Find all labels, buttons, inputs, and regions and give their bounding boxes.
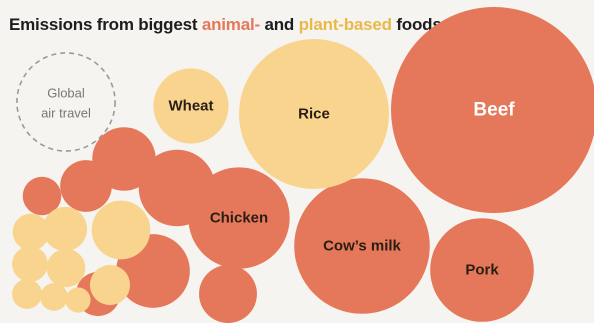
bubble-circle bbox=[294, 178, 430, 314]
bubble-unlabeled bbox=[138, 149, 216, 227]
bubble-circle bbox=[430, 218, 534, 322]
title-animal-highlight: animal- bbox=[201, 15, 260, 34]
bubble-label: Pork bbox=[465, 262, 499, 279]
title-prefix: Emissions from biggest bbox=[9, 15, 202, 34]
bubble-label: Wheat bbox=[169, 98, 214, 115]
bubble-circle bbox=[46, 248, 86, 288]
title-plant-highlight: plant-based bbox=[298, 15, 392, 34]
bubble-circle bbox=[12, 246, 48, 282]
bubble-circle bbox=[239, 39, 389, 189]
bubble-wheat: Wheat bbox=[153, 68, 229, 144]
bubble-pork: Pork bbox=[430, 218, 534, 322]
bubble-circle bbox=[89, 264, 131, 306]
bubble-circle bbox=[12, 279, 42, 309]
bubble-circle bbox=[60, 160, 112, 212]
bubble-unlabeled bbox=[12, 246, 48, 282]
bubble-unlabeled bbox=[22, 176, 62, 216]
bubble-unlabeled bbox=[199, 265, 257, 323]
bubble-circle bbox=[138, 149, 216, 227]
title-middle: and bbox=[259, 15, 299, 34]
bubble-unlabeled bbox=[46, 248, 86, 288]
bubble-circle bbox=[40, 283, 68, 311]
reference-label-line: air travel bbox=[41, 106, 91, 121]
bubble-label: Rice bbox=[298, 106, 330, 123]
bubble-unlabeled bbox=[91, 200, 151, 260]
bubble-circle bbox=[199, 265, 257, 323]
bubble-unlabeled bbox=[65, 287, 91, 313]
bubble-label: Cow’s milk bbox=[323, 238, 401, 255]
bubble-circle bbox=[391, 7, 594, 213]
bubble-unlabeled bbox=[40, 283, 68, 311]
bubble-circle bbox=[22, 176, 62, 216]
reference-bubble-global-air-travel: Global air travel bbox=[16, 52, 116, 152]
bubble-circle bbox=[12, 213, 50, 251]
reference-circle bbox=[16, 52, 116, 152]
bubble-unlabeled bbox=[12, 279, 42, 309]
bubble-beef: Beef bbox=[391, 7, 594, 213]
bubble-circle bbox=[91, 200, 151, 260]
bubble-unlabeled bbox=[12, 213, 50, 251]
bubble-cow-s-milk: Cow’s milk bbox=[294, 178, 430, 314]
chart-title: Emissions from biggest animal- and plant… bbox=[9, 15, 442, 35]
bubble-rice: Rice bbox=[239, 39, 389, 189]
bubble-circle bbox=[153, 68, 229, 144]
bubble-label: Chicken bbox=[210, 210, 268, 227]
reference-label-line: Global bbox=[47, 86, 85, 101]
bubble-label: Beef bbox=[473, 100, 515, 121]
bubble-unlabeled bbox=[42, 206, 88, 252]
bubble-unlabeled bbox=[89, 264, 131, 306]
bubble-circle bbox=[65, 287, 91, 313]
bubble-circle bbox=[42, 206, 88, 252]
bubble-unlabeled bbox=[60, 160, 112, 212]
